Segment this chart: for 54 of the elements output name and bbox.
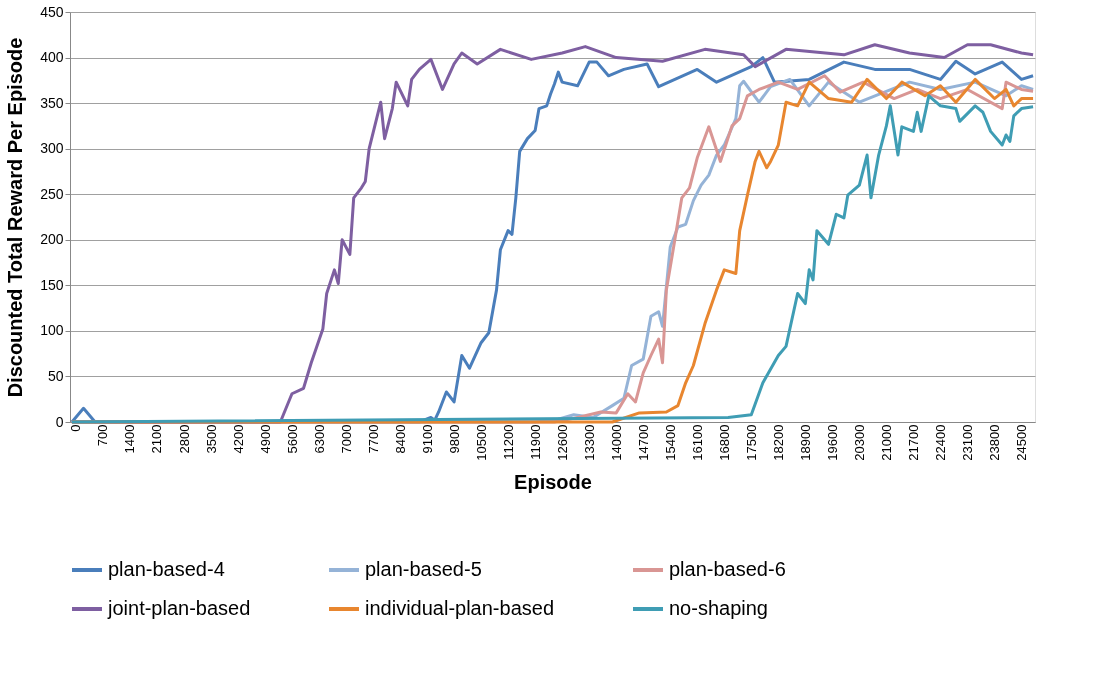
legend-label: no-shaping	[669, 597, 768, 619]
x-tick-label: 6300	[311, 424, 327, 454]
x-tick-label: 19600	[824, 424, 840, 461]
legend-label: individual-plan-based	[365, 597, 555, 619]
x-tick-label: 14700	[635, 424, 651, 461]
x-tick-label: 15400	[662, 424, 678, 461]
legend-label: plan-based-4	[108, 558, 225, 580]
x-tick-label: 4200	[230, 424, 246, 454]
x-tick-label: 9800	[446, 424, 462, 454]
x-tick-label: 18200	[770, 424, 786, 461]
y-tick-label: 250	[40, 185, 64, 202]
x-tick-label: 23100	[960, 424, 976, 461]
x-tick-label: 2800	[176, 424, 192, 454]
x-axis-title: Episode	[514, 470, 592, 493]
legend-label: joint-plan-based	[107, 597, 251, 619]
x-tick-label: 1400	[122, 424, 138, 454]
y-tick-label: 400	[40, 49, 64, 66]
legend-label: plan-based-5	[365, 558, 482, 580]
x-tick-label: 12600	[554, 424, 570, 461]
x-tick-label: 17500	[743, 424, 759, 461]
x-tick-label: 11900	[527, 424, 543, 460]
x-tick-label: 18900	[797, 424, 813, 461]
y-tick-label: 200	[40, 231, 64, 248]
x-tick-label: 16100	[689, 424, 705, 461]
x-tick-label: 21000	[879, 424, 895, 461]
x-tick-label: 3500	[203, 424, 219, 454]
y-axis-title: Discounted Total Reward Per Episode	[4, 37, 27, 398]
x-tick-label: 4900	[257, 424, 273, 454]
x-tick-label: 2100	[149, 424, 165, 454]
x-tick-label: 7700	[365, 424, 381, 454]
x-tick-label: 0	[68, 424, 84, 432]
x-tick-label: 22400	[933, 424, 949, 461]
x-tick-label: 7000	[338, 424, 354, 454]
y-tick-label: 450	[40, 3, 64, 20]
y-tick-label: 0	[55, 413, 64, 430]
x-tick-label: 8400	[392, 424, 408, 454]
x-tick-label: 20300	[852, 424, 868, 461]
x-tick-label: 14000	[608, 424, 624, 461]
x-tick-label: 23800	[987, 424, 1003, 461]
x-tick-label: 700	[95, 424, 111, 447]
x-tick-label: 21700	[906, 424, 922, 461]
x-tick-label: 16800	[716, 424, 732, 461]
y-tick-label: 150	[40, 276, 64, 293]
x-tick-label: 10500	[473, 424, 489, 461]
x-tick-label: 13300	[581, 424, 597, 461]
x-tick-label: 9100	[419, 424, 435, 454]
x-tick-label: 24500	[1014, 424, 1030, 461]
x-tick-label: 5600	[284, 424, 300, 454]
y-tick-label: 350	[40, 94, 64, 111]
y-tick-label: 50	[47, 367, 64, 384]
legend-label: plan-based-6	[669, 558, 786, 580]
y-tick-label: 100	[40, 322, 64, 339]
x-tick-label: 11200	[500, 424, 516, 460]
y-tick-label: 300	[40, 140, 64, 157]
